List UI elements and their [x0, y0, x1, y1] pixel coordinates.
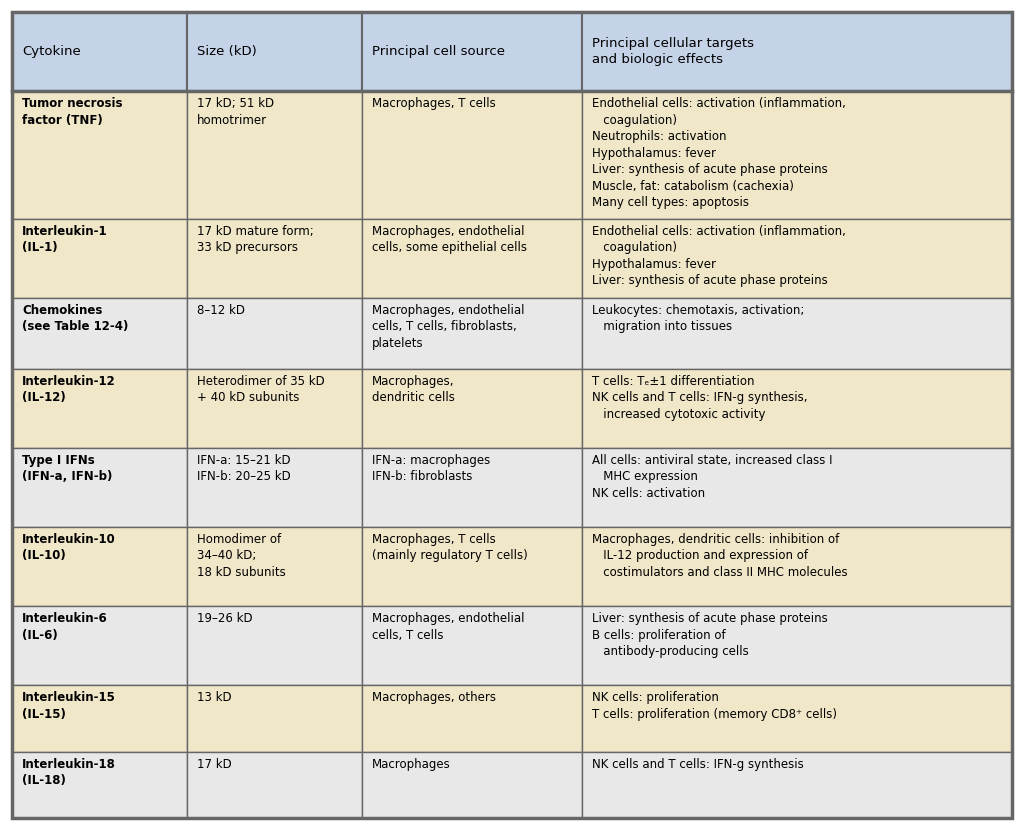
Bar — [12, 752, 187, 818]
Text: Principal cell source: Principal cell source — [372, 45, 505, 58]
Bar — [582, 12, 1012, 91]
Bar — [12, 91, 187, 218]
Bar — [582, 91, 1012, 218]
Bar — [12, 606, 187, 686]
Bar — [187, 752, 362, 818]
Text: Macrophages,
dendritic cells: Macrophages, dendritic cells — [372, 374, 455, 404]
Bar — [362, 447, 582, 527]
Bar — [582, 686, 1012, 752]
Text: Tumor necrosis
factor (TNF): Tumor necrosis factor (TNF) — [22, 97, 123, 127]
Text: Interleukin-12
(IL-12): Interleukin-12 (IL-12) — [22, 374, 116, 404]
Text: Endothelial cells: activation (inflammation,
   coagulation)
Hypothalamus: fever: Endothelial cells: activation (inflammat… — [592, 225, 846, 287]
Text: 17 kD mature form;
33 kD precursors: 17 kD mature form; 33 kD precursors — [197, 225, 313, 254]
Text: Liver: synthesis of acute phase proteins
B cells: proliferation of
   antibody-p: Liver: synthesis of acute phase proteins… — [592, 613, 827, 658]
Text: Macrophages, dendritic cells: inhibition of
   IL-12 production and expression o: Macrophages, dendritic cells: inhibition… — [592, 533, 848, 579]
Text: Macrophages, endothelial
cells, T cells, fibroblasts,
platelets: Macrophages, endothelial cells, T cells,… — [372, 304, 524, 350]
Text: NK cells and T cells: IFN-g synthesis: NK cells and T cells: IFN-g synthesis — [592, 758, 804, 771]
Bar — [582, 447, 1012, 527]
Text: Macrophages, endothelial
cells, T cells: Macrophages, endothelial cells, T cells — [372, 613, 524, 642]
Bar — [12, 447, 187, 527]
Bar — [362, 91, 582, 218]
Text: Interleukin-18
(IL-18): Interleukin-18 (IL-18) — [22, 758, 116, 787]
Bar — [582, 527, 1012, 606]
Bar — [187, 298, 362, 369]
Text: All cells: antiviral state, increased class I
   MHC expression
NK cells: activa: All cells: antiviral state, increased cl… — [592, 454, 833, 500]
Text: Macrophages, endothelial
cells, some epithelial cells: Macrophages, endothelial cells, some epi… — [372, 225, 527, 254]
Bar — [582, 369, 1012, 447]
Bar — [187, 218, 362, 298]
Bar — [187, 12, 362, 91]
Bar — [187, 527, 362, 606]
Text: Interleukin-6
(IL-6): Interleukin-6 (IL-6) — [22, 613, 108, 642]
Text: 17 kD: 17 kD — [197, 758, 231, 771]
Text: Interleukin-15
(IL-15): Interleukin-15 (IL-15) — [22, 691, 116, 721]
Bar — [12, 12, 187, 91]
Text: Endothelial cells: activation (inflammation,
   coagulation)
Neutrophils: activa: Endothelial cells: activation (inflammat… — [592, 97, 846, 209]
Bar — [582, 298, 1012, 369]
Text: Interleukin-10
(IL-10): Interleukin-10 (IL-10) — [22, 533, 116, 563]
Bar — [12, 369, 187, 447]
Text: Macrophages, T cells
(mainly regulatory T cells): Macrophages, T cells (mainly regulatory … — [372, 533, 527, 563]
Text: 13 kD: 13 kD — [197, 691, 231, 705]
Text: IFN-a: 15–21 kD
IFN-b: 20–25 kD: IFN-a: 15–21 kD IFN-b: 20–25 kD — [197, 454, 291, 483]
Text: 8–12 kD: 8–12 kD — [197, 304, 245, 317]
Text: Macrophages, others: Macrophages, others — [372, 691, 496, 705]
Bar — [187, 606, 362, 686]
Bar — [12, 686, 187, 752]
Bar — [582, 218, 1012, 298]
Bar — [362, 686, 582, 752]
Text: Macrophages: Macrophages — [372, 758, 451, 771]
Bar — [187, 686, 362, 752]
Text: Leukocytes: chemotaxis, activation;
   migration into tissues: Leukocytes: chemotaxis, activation; migr… — [592, 304, 805, 334]
Bar — [362, 218, 582, 298]
Text: T cells: Tₑ±1 differentiation
NK cells and T cells: IFN-g synthesis,
   increase: T cells: Tₑ±1 differentiation NK cells a… — [592, 374, 808, 421]
Bar — [362, 527, 582, 606]
Text: Chemokines
(see Table 12-4): Chemokines (see Table 12-4) — [22, 304, 128, 334]
Text: 17 kD; 51 kD
homotrimer: 17 kD; 51 kD homotrimer — [197, 97, 274, 127]
Text: Heterodimer of 35 kD
+ 40 kD subunits: Heterodimer of 35 kD + 40 kD subunits — [197, 374, 325, 404]
Text: Cytokine: Cytokine — [22, 45, 81, 58]
Bar — [187, 91, 362, 218]
Bar — [362, 606, 582, 686]
Bar — [12, 218, 187, 298]
Text: Macrophages, T cells: Macrophages, T cells — [372, 97, 496, 110]
Text: NK cells: proliferation
T cells: proliferation (memory CD8⁺ cells): NK cells: proliferation T cells: prolife… — [592, 691, 837, 721]
Bar — [362, 298, 582, 369]
Bar — [362, 369, 582, 447]
Bar — [12, 298, 187, 369]
Text: Homodimer of
34–40 kD;
18 kD subunits: Homodimer of 34–40 kD; 18 kD subunits — [197, 533, 286, 579]
Bar — [582, 606, 1012, 686]
Bar — [582, 752, 1012, 818]
Text: IFN-a: macrophages
IFN-b: fibroblasts: IFN-a: macrophages IFN-b: fibroblasts — [372, 454, 490, 483]
Bar — [187, 447, 362, 527]
Text: 19–26 kD: 19–26 kD — [197, 613, 253, 625]
Bar — [362, 752, 582, 818]
Text: Type I IFNs
(IFN-a, IFN-b): Type I IFNs (IFN-a, IFN-b) — [22, 454, 113, 483]
Text: Interleukin-1
(IL-1): Interleukin-1 (IL-1) — [22, 225, 108, 254]
Text: Principal cellular targets
and biologic effects: Principal cellular targets and biologic … — [592, 37, 754, 66]
Bar — [12, 527, 187, 606]
Bar — [362, 12, 582, 91]
Bar — [187, 369, 362, 447]
Text: Size (kD): Size (kD) — [197, 45, 257, 58]
